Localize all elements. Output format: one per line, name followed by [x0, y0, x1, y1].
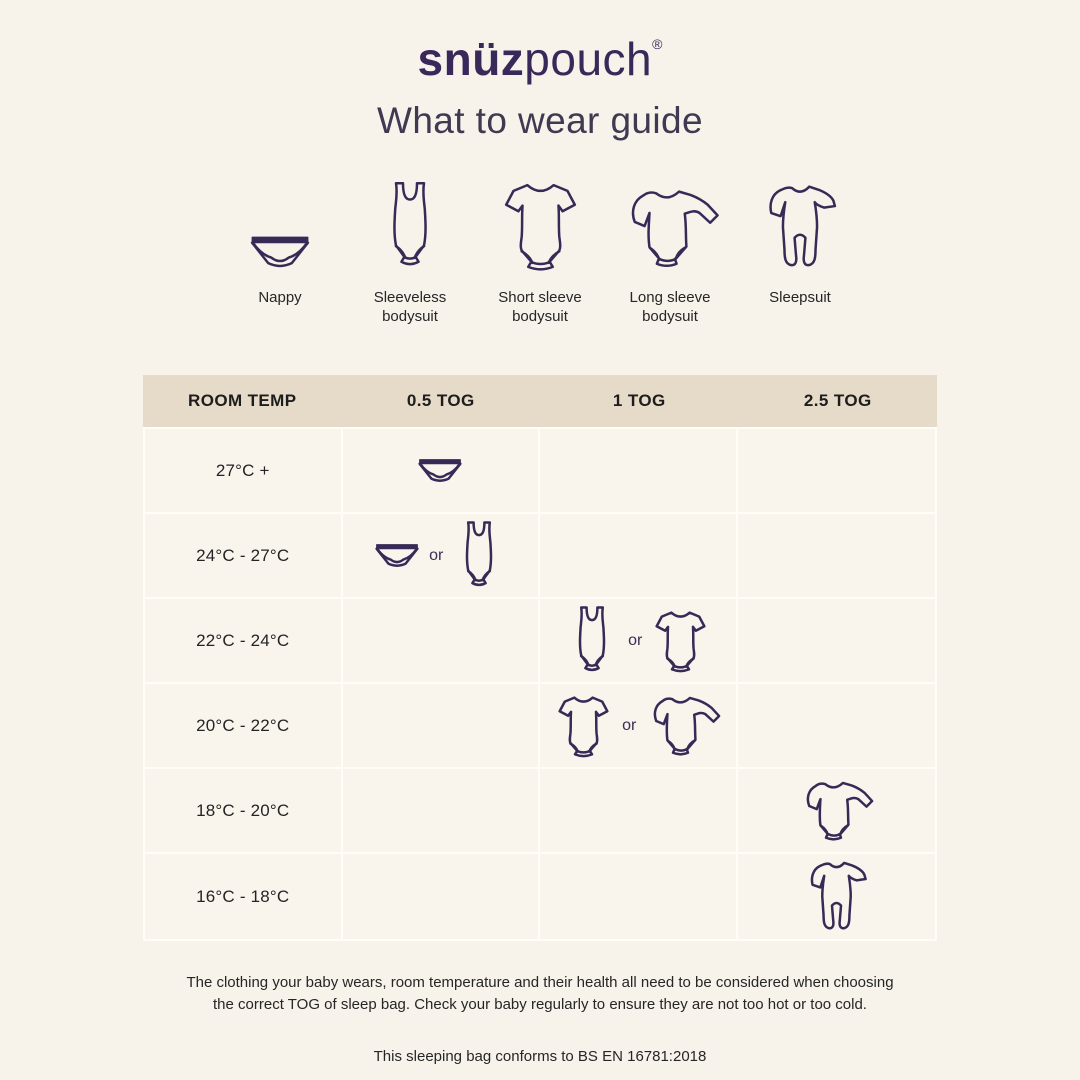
sleeveless-bodysuit-icon — [565, 605, 619, 676]
cell-27-c-1-tog — [540, 429, 738, 514]
legend-label-sleepsuit: Sleepsuit — [769, 289, 831, 306]
footer-note-line1: The clothing your baby wears, room tempe… — [186, 974, 894, 991]
cell-22-c-24-c-0-5-tog — [342, 599, 540, 684]
legend-item-long-sleeve-bodysuit: Long sleeve bodysuit — [613, 178, 727, 327]
temp-cell-22-c-24-c: 22°C - 24°C — [145, 599, 343, 684]
temp-cell-16-c-18-c: 16°C - 18°C — [145, 854, 343, 939]
cell-24-c-27-c-1-tog — [540, 514, 738, 599]
sleepsuit-icon — [804, 859, 869, 934]
cell-16-c-18-c-0-5-tog — [342, 854, 540, 939]
legend-icon-box — [249, 178, 311, 272]
cell-16-c-18-c-2-5-tog — [737, 854, 935, 939]
legend-icon-box — [498, 178, 583, 272]
legend-item-sleeveless-bodysuit: Sleeveless bodysuit — [353, 178, 467, 327]
sleeveless-bodysuit-icon — [452, 520, 506, 591]
cell-24-c-27-c-2-5-tog — [737, 514, 935, 599]
temp-cell-27-c: 27°C + — [145, 429, 343, 514]
conformity-statement: This sleeping bag conforms to BS EN 1678… — [373, 1048, 707, 1065]
legend-label-nappy: Nappy — [258, 289, 302, 306]
short-sleeve-bodysuit-icon — [554, 694, 613, 758]
registered-trademark-symbol: ® — [652, 36, 663, 52]
page-title: What to wear guide — [377, 100, 703, 141]
short-sleeve-bodysuit-icon — [498, 180, 583, 272]
temp-cell-24-c-27-c: 24°C - 27°C — [145, 514, 343, 599]
sleepsuit-icon — [761, 182, 839, 272]
sleeveless-bodysuit-icon — [375, 180, 445, 272]
table-body: 27°C +24°C - 27°C or 22°C - 24°C or 20°C - 2… — [143, 427, 937, 941]
nappy-icon — [417, 456, 463, 485]
cell-18-c-20-c-2-5-tog — [737, 769, 935, 854]
short-sleeve-bodysuit-icon — [651, 609, 710, 673]
cell-22-c-24-c-2-5-tog — [737, 599, 935, 684]
long-sleeve-bodysuit-icon — [798, 778, 874, 844]
legend-label-sleeveless-bodysuit: Sleeveless bodysuit — [373, 289, 447, 325]
cell-27-c-0-5-tog — [342, 429, 540, 514]
footer-note: The clothing your baby wears, room tempe… — [0, 972, 1080, 1016]
column-header-1-tog: 1 TOG — [612, 391, 666, 410]
cell-16-c-18-c-1-tog — [540, 854, 738, 939]
temp-cell-20-c-22-c: 20°C - 22°C — [145, 684, 343, 769]
legend-label-short-sleeve-bodysuit: Short sleeve bodysuit — [498, 289, 582, 325]
cell-18-c-20-c-0-5-tog — [342, 769, 540, 854]
temp-cell-18-c-20-c: 18°C - 20°C — [145, 769, 343, 854]
cell-20-c-22-c-2-5-tog — [737, 684, 935, 769]
legend-icon-box — [761, 178, 839, 272]
legend-item-sleepsuit: Sleepsuit — [743, 178, 857, 308]
column-header-room-temp: ROOM TEMP — [188, 391, 297, 410]
column-header-2-5-tog: 2.5 TOG — [803, 391, 872, 410]
nappy-icon — [374, 541, 420, 570]
brand-logo-regular: pouch — [524, 33, 653, 85]
legend-item-short-sleeve-bodysuit: Short sleeve bodysuit — [483, 178, 597, 327]
brand-logo-bold: snüz — [417, 33, 525, 85]
garment-legend: Nappy Sleeveless bodysuit Short sleeve bod… — [0, 178, 1080, 327]
legend-label-long-sleeve-bodysuit: Long sleeve bodysuit — [629, 289, 711, 325]
legend-icon-box — [375, 178, 445, 272]
legend-item-nappy: Nappy — [223, 178, 337, 308]
cell-22-c-24-c-1-tog: or — [540, 599, 738, 684]
legend-icon-box — [620, 178, 720, 272]
cell-20-c-22-c-1-tog: or — [540, 684, 738, 769]
column-header-0-5-tog: 0.5 TOG — [406, 391, 475, 410]
what-to-wear-table: ROOM TEMP 0.5 TOG 1 TOG 2.5 TOG 27°C +24°C … — [143, 375, 937, 941]
or-label: or — [628, 631, 643, 649]
or-label: or — [622, 716, 637, 734]
cell-18-c-20-c-1-tog — [540, 769, 738, 854]
long-sleeve-bodysuit-icon — [645, 693, 721, 759]
cell-27-c-2-5-tog — [737, 429, 935, 514]
table-header: ROOM TEMP 0.5 TOG 1 TOG 2.5 TOG — [143, 375, 937, 427]
brand-logo: snüzpouch® — [0, 32, 1080, 86]
long-sleeve-bodysuit-icon — [620, 185, 720, 272]
nappy-icon — [249, 232, 311, 272]
cell-24-c-27-c-0-5-tog: or — [342, 514, 540, 599]
footer-note-line2: the correct TOG of sleep bag. Check your… — [213, 995, 867, 1013]
cell-20-c-22-c-0-5-tog — [342, 684, 540, 769]
or-label: or — [429, 546, 444, 564]
